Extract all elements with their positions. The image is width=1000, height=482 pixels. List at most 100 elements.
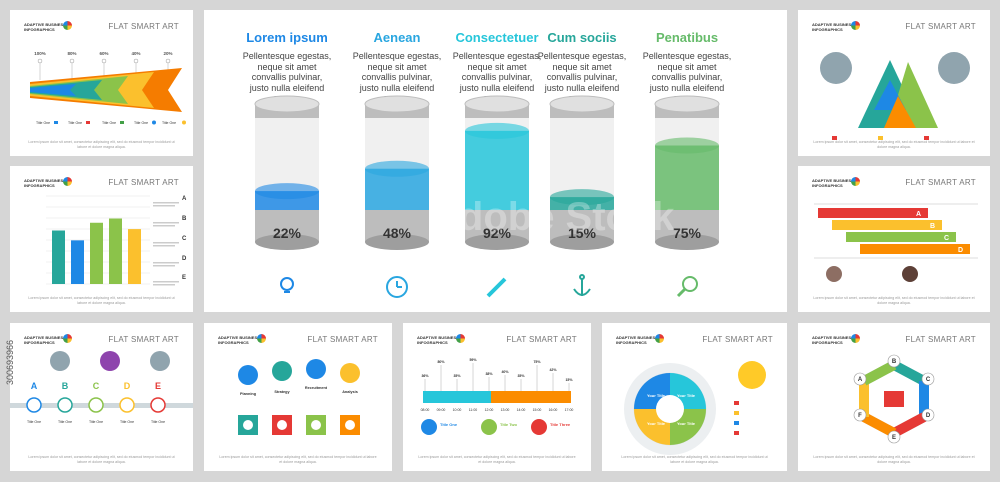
step-letter: B [930,223,935,230]
slide-pyramid[interactable]: ADAPTIVE BUSINESS INFOGRAPHICS FLAT SMART… [798,10,990,156]
role-label: Analysis [342,390,358,394]
bar-letter: A [182,196,187,202]
item-title: Title One [162,121,176,125]
cylinder-percent: 22% [273,225,302,241]
money-icon [120,121,124,124]
cylinder-liquid [465,130,529,210]
step-title: Title One [27,420,41,424]
slide-hexagon[interactable]: ADAPTIVE BUSINESS INFOGRAPHICS FLAT SMART… [798,323,990,471]
person-title: Title Three [550,422,571,427]
wheel-title: Your Title [647,421,666,426]
brand-logo: ADAPTIVE BUSINESS INFOGRAPHICS [24,22,66,32]
slide-cylinders[interactable]: Lorem ipsum Pellentesque egestas, neque … [204,10,787,312]
footer-text: Lorem ipsum dolor sit amet, consectetur … [621,455,768,464]
slide-process-steps[interactable]: ADAPTIVE BUSINESS INFOGRAPHICS FLAT SMART… [10,323,193,471]
cylinder-cap-top [549,95,615,113]
person-title: Title Two [500,422,518,427]
pencil-icon [486,277,507,298]
clock-icon [386,276,408,298]
pyramid-graphic [820,52,970,140]
item-title: Title One [102,121,116,125]
bar [90,222,103,284]
avatar [50,351,70,371]
bar-letter: E [182,275,186,281]
hex-letter: A [858,377,863,383]
column-title: Consectetuer [455,30,539,45]
avatar [531,419,547,435]
value-label: 40% [501,370,509,374]
brand-logo: ADAPTIVE BUSINESS INFOGRAPHICS [417,335,459,345]
home-icon [924,136,929,140]
avatar [306,359,326,379]
brand-logo: ADAPTIVE BUSINESS INFOGRAPHICS [812,178,854,188]
time-label: 16:00 [549,408,558,412]
slide-title: FLAT SMART ART [506,335,577,344]
slide-step-bars[interactable]: ADAPTIVE BUSINESS INFOGRAPHICS FLAT SMART… [798,166,990,312]
avatar [826,266,842,282]
box-icon [54,121,58,124]
footer-text: Lorem ipsum dolor sit amet, consectetur … [28,140,175,149]
brand-logo: ADAPTIVE BUSINESS INFOGRAPHICS [616,335,658,345]
hex-letter: F [858,413,862,419]
liquid-surface [365,160,429,177]
magnifier-icon [676,276,698,298]
footer-text: Lorem ipsum dolor sit amet, consectetur … [418,455,576,464]
slide-title: FLAT SMART ART [307,335,378,344]
brand-logo: ADAPTIVE BUSINESS INFOGRAPHICS [812,335,854,345]
bar [109,218,122,284]
slide-team-roles[interactable]: ADAPTIVE BUSINESS INFOGRAPHICS FLAT SMART… [204,323,392,471]
percent-label: 80% [67,51,76,56]
person-title: Title One [440,422,458,427]
percent-label: 100% [34,51,46,56]
phone-icon [86,121,90,124]
liquid-surface [465,122,529,139]
shop-icon [884,391,904,407]
brand-pie-icon [851,334,860,343]
slide-title: FLAT SMART ART [905,335,976,344]
cylinder-liquid [655,145,719,210]
liquid-surface [550,189,614,206]
time-label: 13:00 [501,408,510,412]
phone-icon [734,431,739,435]
column-title: Lorem ipsum [246,30,328,45]
time-label: 14:00 [517,408,526,412]
footer-text: Lorem ipsum dolor sit amet, consectetur … [28,296,175,305]
slide-title: FLAT SMART ART [905,22,976,31]
step-bars-graphic: A B C D [814,203,978,282]
footer-text: Lorem ipsum dolor sit amet, consectetur … [28,455,175,464]
step-letter: C [93,381,100,391]
bar-letter: C [182,236,187,242]
time-label: 12:00 [485,408,494,412]
value-label: 36% [421,374,429,378]
cylinder-cap-top [254,95,320,113]
team-graphic: Planning Strategy Recruitment Analysis [238,359,360,435]
footer-text: Lorem ipsum dolor sit amet, consectetur … [813,455,975,464]
footer-text: Lorem ipsum dolor sit amet, consectetur … [813,140,975,149]
slide-timeline[interactable]: ADAPTIVE BUSINESS INFOGRAPHICS FLAT SMART… [403,323,591,471]
bar [128,229,141,284]
anchor-icon [573,274,591,296]
avatar [421,419,437,435]
value-label: 75% [533,360,541,364]
slide-arrow-funnel[interactable]: ADAPTIVE BUSINESS INFOGRAPHICS FLAT SMART… [10,10,193,156]
step-letter: D [124,381,131,391]
slide-bar-chart[interactable]: ADAPTIVE BUSINESS INFOGRAPHICS FLAT SMART… [10,166,193,312]
step-title: Title One [58,420,72,424]
footer-text: Lorem ipsum dolor sit amet, consectetur … [813,296,975,305]
cylinder-bottom [255,234,319,250]
slide-wheel[interactable]: ADAPTIVE BUSINESS INFOGRAPHICS FLAT SMART… [602,323,787,471]
bar-chart: A B C D E [46,195,187,286]
slide-title: FLAT SMART ART [108,335,179,344]
stock-id-watermark: 300693966 [5,339,15,385]
avatar [238,365,258,385]
avatar [481,419,497,435]
bar [52,230,65,284]
item-title: Title One [68,121,82,125]
time-label: 08:00 [421,408,430,412]
step-letter: B [62,381,69,391]
item-title: Title One [36,121,50,125]
time-label: 11:00 [469,408,478,412]
value-label: 35% [453,374,461,378]
role-label: Strategy [274,390,290,394]
value-label: 35% [517,374,525,378]
